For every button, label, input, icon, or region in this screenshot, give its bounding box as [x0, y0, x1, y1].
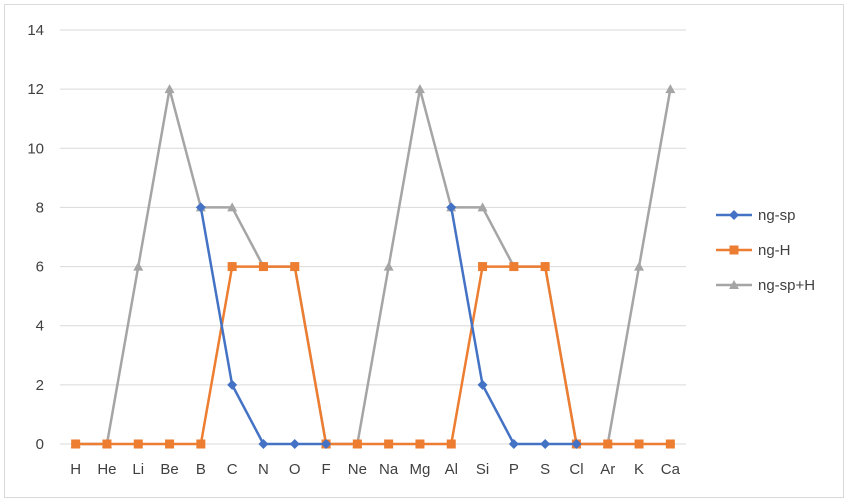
data-point-ng-sp+H [164, 84, 175, 94]
legend: ng-sp ng-H ng-sp+H [716, 207, 815, 294]
x-tick-label: Ca [661, 461, 681, 478]
y-tick-label: 12 [27, 81, 44, 98]
data-point-ng-sp+H [133, 261, 144, 271]
data-point-ng-sp [195, 202, 206, 213]
x-tick-label: P [509, 461, 519, 478]
legend-label: ng-H [758, 242, 791, 259]
data-point-ng-H [665, 439, 675, 449]
legend-label: ng-sp+H [758, 277, 815, 294]
y-tick-label: 10 [27, 140, 44, 157]
x-tick-label: F [321, 461, 330, 478]
data-point-ng-H [509, 262, 519, 272]
data-point-ng-H [634, 439, 644, 449]
data-point-ng-H [133, 439, 143, 449]
data-point-ng-sp [446, 202, 457, 213]
x-tick-label: C [227, 461, 238, 478]
data-point-ng-sp [508, 439, 519, 449]
y-axis-tick-labels: 0 2 4 6 8 10 12 14 [27, 22, 44, 453]
x-tick-label: Si [476, 461, 489, 478]
data-point-ng-H [603, 439, 613, 449]
data-point-ng-sp [477, 379, 488, 390]
x-tick-label: Ar [600, 461, 615, 478]
data-point-ng-sp [540, 439, 551, 449]
data-point-ng-sp+H [477, 202, 488, 212]
legend-label: ng-sp [758, 207, 796, 224]
series-line-ng-H [75, 265, 671, 446]
data-point-ng-sp+H [634, 261, 645, 271]
x-tick-label: K [634, 461, 644, 478]
x-tick-label: Cl [569, 461, 583, 478]
x-axis-tick-labels: H He Li Be B C N O F Ne Na Mg Al Si P S Cl Ar K Ca [70, 461, 680, 478]
data-point-ng-H [227, 262, 237, 272]
legend-marker-ng-sp [729, 210, 739, 220]
x-tick-label: Be [160, 461, 178, 478]
gridlines [60, 29, 686, 445]
x-tick-label: Li [132, 461, 144, 478]
data-point-ng-sp [321, 439, 332, 449]
data-point-ng-H [102, 439, 112, 449]
x-tick-label: Al [445, 461, 458, 478]
y-tick-label: 6 [36, 259, 44, 276]
y-tick-label: 2 [36, 377, 44, 394]
data-point-ng-H [415, 439, 425, 449]
series-markers [70, 84, 676, 449]
data-point-ng-sp+H [227, 202, 238, 212]
y-tick-label: 8 [36, 199, 44, 216]
x-tick-label: Mg [410, 461, 431, 478]
data-point-ng-sp [227, 379, 238, 390]
legend-marker-ng-sp+H [729, 280, 739, 289]
y-tick-label: 4 [36, 318, 44, 335]
data-point-ng-sp [571, 439, 582, 449]
x-tick-label: Ne [348, 461, 367, 478]
x-tick-label: O [289, 461, 301, 478]
chart-frame [4, 4, 844, 498]
y-tick-label: 14 [27, 22, 44, 39]
x-tick-label: H [70, 461, 81, 478]
x-tick-label: Na [379, 461, 399, 478]
x-tick-label: He [97, 461, 116, 478]
x-tick-label: B [196, 461, 206, 478]
x-tick-label: S [540, 461, 550, 478]
data-point-ng-sp+H [665, 84, 676, 94]
data-point-ng-H [71, 439, 81, 449]
data-point-ng-sp+H [383, 261, 394, 271]
x-tick-label: N [258, 461, 269, 478]
data-point-ng-sp [289, 439, 300, 449]
data-point-ng-H [196, 439, 206, 449]
data-point-ng-H [290, 262, 300, 272]
data-point-ng-H [446, 439, 456, 449]
data-point-ng-sp [258, 439, 269, 449]
data-point-ng-H [352, 439, 362, 449]
data-point-ng-H [540, 262, 550, 272]
data-point-ng-sp+H [414, 84, 425, 94]
y-tick-label: 0 [36, 436, 44, 453]
legend-marker-ng-H [729, 245, 739, 255]
data-point-ng-H [478, 262, 488, 272]
data-point-ng-H [258, 262, 268, 272]
data-point-ng-H [165, 439, 175, 449]
data-point-ng-H [384, 439, 394, 449]
